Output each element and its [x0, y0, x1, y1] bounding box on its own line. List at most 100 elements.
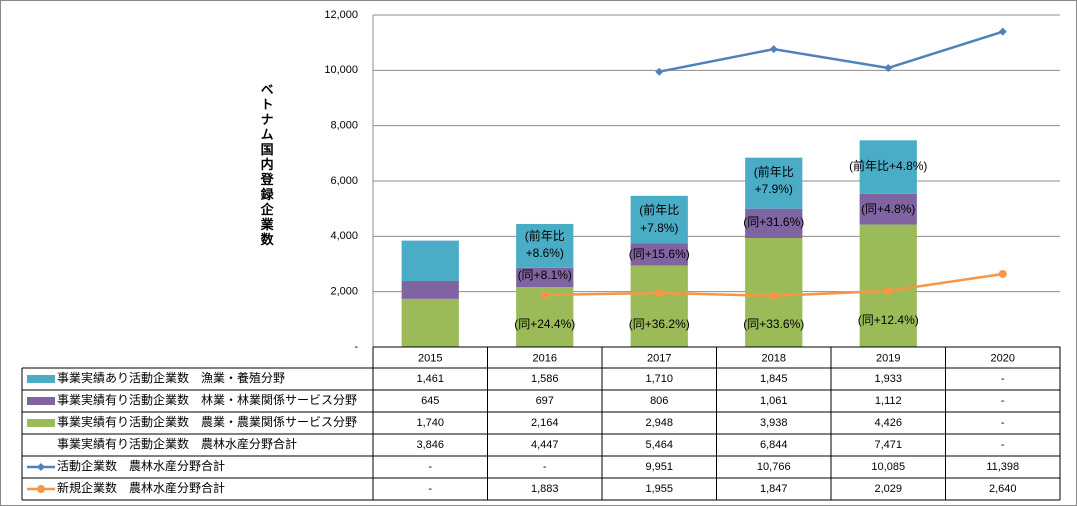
table-cell: -	[1001, 417, 1005, 429]
x-tick-label: 2016	[533, 352, 557, 364]
bar-segment	[630, 195, 688, 244]
legend-label: 事業実績あり活動企業数 漁業・養殖分野	[57, 370, 285, 385]
table-cell: -	[543, 461, 547, 473]
line-marker	[655, 67, 664, 76]
annotation: +8.6%)	[526, 246, 564, 260]
table-cell: 1,586	[531, 373, 559, 385]
legend-label: 事業実績有り活動企業数 農業・農業関係サービス分野	[57, 414, 357, 429]
y-tick-label: 6,000	[330, 175, 358, 187]
annotation: (同+8.1%)	[518, 268, 572, 282]
annotation: (同+24.4%)	[514, 317, 575, 331]
annotation: (同+12.4%)	[858, 313, 919, 327]
table-cell: 10,085	[871, 461, 905, 473]
table-cell: 9,951	[645, 461, 673, 473]
table-cell: 2,164	[531, 417, 559, 429]
annotation: +7.9%)	[755, 182, 793, 196]
table-cell: 1,710	[645, 373, 673, 385]
table-cell: 2,029	[874, 483, 902, 495]
y-axis-label: ベトナム国内登録企業数	[259, 83, 275, 248]
table-cell: 1,883	[531, 483, 559, 495]
legend-marker	[37, 463, 45, 471]
legend-label: 活動企業数 農林水産分野合計	[57, 458, 225, 473]
table-cell: 10,766	[757, 461, 791, 473]
table-cell: 806	[650, 395, 668, 407]
legend-swatch	[27, 397, 55, 405]
line-marker	[540, 290, 549, 299]
line	[659, 30, 1004, 73]
table-cell: 3,938	[760, 417, 788, 429]
legend-label: 事業実績有り活動企業数 農林水産分野合計	[57, 436, 297, 451]
line-marker	[769, 291, 778, 300]
table-cell: 7,471	[874, 439, 902, 451]
y-tick-label: 4,000	[330, 230, 358, 242]
y-tick-label: 10,000	[324, 64, 358, 76]
table-cell: 4,426	[874, 417, 902, 429]
table-cell: -	[1001, 395, 1005, 407]
y-tick-label: 12,000	[324, 9, 358, 21]
table-cell: 6,844	[760, 439, 788, 451]
legend-marker	[37, 485, 45, 493]
annotation: (同+15.6%)	[629, 247, 690, 261]
table-cell: 4,447	[531, 439, 559, 451]
bar-segment	[401, 281, 459, 299]
annotation: +7.8%)	[640, 221, 678, 235]
legend-label: 新規企業数 農林水産分野合計	[57, 480, 225, 495]
table-cell: -	[428, 483, 432, 495]
x-tick-label: 2015	[418, 352, 442, 364]
bar-segment	[859, 193, 917, 225]
legend-swatch	[27, 375, 55, 383]
annotation: (前年比	[754, 164, 794, 179]
table-cell: 1,955	[645, 483, 673, 495]
legend-label: 事業実績有り活動企業数 林業・林業関係サービス分野	[57, 392, 357, 407]
bar-segment	[401, 298, 459, 347]
annotation: (同+33.6%)	[743, 317, 804, 331]
table-cell: 1,845	[760, 373, 788, 385]
annotation: (前年比	[525, 228, 565, 243]
line-marker	[884, 286, 893, 295]
x-tick-label: 2017	[647, 352, 671, 364]
x-tick-label: 2019	[876, 352, 900, 364]
line-marker	[655, 288, 664, 297]
bar-segment	[516, 223, 574, 268]
bar-segment	[745, 157, 803, 209]
annotation: (同+4.8%)	[861, 202, 915, 216]
bar-segment	[401, 240, 459, 282]
x-tick-label: 2018	[762, 352, 786, 364]
y-tick-label: -	[354, 341, 358, 353]
table-cell: 1,061	[760, 395, 788, 407]
line-marker	[998, 27, 1007, 36]
bar-segment	[630, 243, 688, 266]
annotation: (同+36.2%)	[629, 317, 690, 331]
table-cell: 3,846	[416, 439, 444, 451]
line-marker	[998, 269, 1007, 278]
table-cell: 1,847	[760, 483, 788, 495]
bar-segment	[745, 208, 803, 239]
table-cell: -	[1001, 439, 1005, 451]
table-cell: 2,640	[989, 483, 1017, 495]
table-cell: 1,461	[416, 373, 444, 385]
bar-segment	[516, 267, 574, 288]
y-tick-label: 2,000	[330, 286, 358, 298]
table-cell: 2,948	[645, 417, 673, 429]
bar-segment	[859, 140, 917, 194]
x-tick-label: 2020	[991, 352, 1015, 364]
table-cell: 1,112	[875, 395, 902, 407]
line-marker	[769, 45, 778, 54]
legend-swatch	[27, 419, 55, 427]
bar-segment	[859, 224, 917, 347]
table-cell: 697	[536, 395, 554, 407]
table-cell: -	[428, 461, 432, 473]
table-cell: -	[1001, 373, 1005, 385]
table-cell: 1,933	[874, 373, 902, 385]
table-cell: 11,398	[986, 461, 1019, 473]
annotation: (同+31.6%)	[743, 215, 804, 229]
annotation: (前年比+4.8%)	[849, 158, 927, 173]
y-tick-label: 8,000	[330, 120, 358, 132]
table-cell: 645	[421, 395, 439, 407]
bar-segment	[630, 265, 688, 347]
line-marker	[884, 63, 893, 72]
table-cell: 1,740	[416, 417, 444, 429]
annotation: (前年比	[639, 202, 679, 217]
table-cell: 5,464	[645, 439, 673, 451]
